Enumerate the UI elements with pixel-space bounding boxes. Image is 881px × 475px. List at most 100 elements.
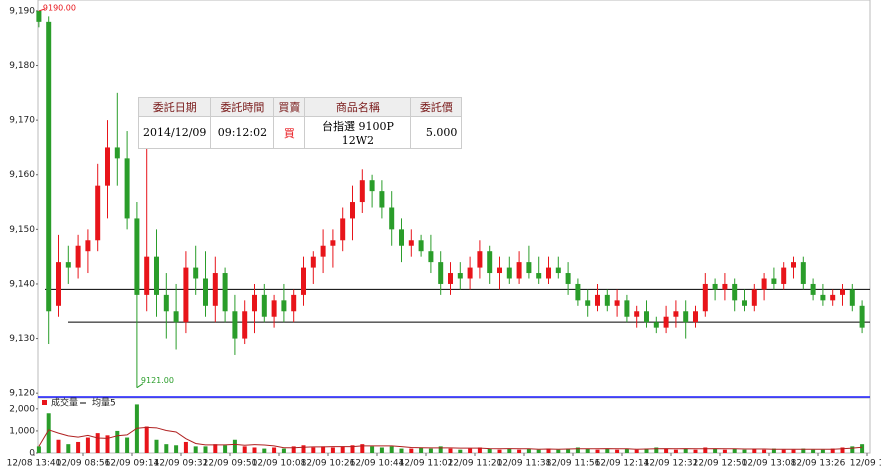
candle-body	[320, 245, 326, 257]
price-panel	[37, 0, 871, 398]
candle-body	[653, 322, 659, 328]
candle-body	[673, 311, 679, 317]
candle-body	[624, 300, 630, 317]
x-tick-label: 12/09 1	[850, 459, 881, 469]
candle-body	[144, 256, 150, 295]
volume-bar	[732, 448, 737, 453]
y-tick-label: 9,170	[9, 116, 35, 126]
volume-bar	[56, 439, 61, 453]
volume-bar	[517, 449, 522, 453]
candle-body	[330, 240, 336, 246]
volume-bar	[713, 448, 718, 453]
volume-bar	[174, 445, 179, 453]
x-tick-label: 12/08 13:40	[7, 459, 62, 469]
candle-body	[663, 316, 669, 328]
candle-body	[154, 256, 159, 295]
volume-bar	[183, 441, 188, 453]
volume-bar	[605, 448, 610, 453]
x-tick-label: 12/09 11:02	[399, 459, 454, 469]
volume-bar	[125, 437, 130, 453]
candle-body	[702, 283, 708, 312]
volume-bar	[801, 448, 806, 453]
candle-body	[614, 300, 620, 306]
y-tick-label: 9,190	[9, 6, 35, 16]
volume-bar	[379, 447, 384, 453]
candle-body	[771, 278, 777, 284]
candle-body	[95, 185, 101, 241]
y-tick-label: 2,000	[9, 404, 35, 414]
candle-body	[36, 10, 42, 22]
volume-bar	[722, 449, 727, 453]
volume-bar	[85, 437, 90, 453]
y-tick-label: 1,000	[9, 426, 35, 436]
cell: 台指選 9100P 12W2	[304, 116, 412, 149]
candle-body	[791, 262, 796, 268]
legend-label: 均量5	[92, 397, 116, 409]
volume-bar	[693, 449, 698, 453]
candle-body	[408, 240, 414, 246]
volume-bar	[115, 430, 120, 453]
volume-bar	[781, 449, 786, 453]
y-tick-label: 9,120	[9, 389, 35, 399]
volume-bar	[272, 447, 277, 453]
candle-body	[134, 218, 140, 295]
candle-body	[732, 283, 738, 301]
volume-bar	[95, 433, 100, 453]
candle-body	[114, 147, 120, 159]
x-tick-label: 12/09 13:26	[791, 459, 846, 469]
candle-body	[712, 283, 718, 290]
volume-bar	[850, 446, 855, 453]
volume-bar	[46, 413, 51, 453]
column-header: 委託價	[410, 97, 463, 117]
volume-bar	[321, 446, 326, 453]
volume-bar	[399, 448, 404, 453]
volume-ma-line	[38, 426, 863, 450]
volume-bar	[281, 448, 286, 453]
volume-bar	[232, 439, 237, 453]
candle-body	[830, 294, 836, 301]
candle-body	[555, 267, 561, 274]
volume-bar	[536, 449, 541, 453]
candle-body	[800, 262, 806, 284]
volume-bar	[468, 448, 473, 453]
volume-bar	[526, 448, 531, 453]
candle-body	[565, 273, 571, 284]
candle-body	[310, 256, 316, 268]
candle-body	[536, 273, 542, 279]
cell: 買	[273, 116, 306, 149]
volume-bar	[595, 449, 600, 453]
candle-body	[222, 273, 228, 312]
volume-bar	[370, 446, 375, 453]
cell: 09:12:02	[210, 116, 275, 149]
candle-body	[859, 305, 865, 328]
candle-body	[438, 262, 444, 284]
volume-bar	[419, 447, 424, 453]
volume-bar	[340, 446, 345, 453]
volume-bar	[213, 444, 218, 453]
column-header: 委託時間	[210, 97, 275, 117]
candle-body	[820, 294, 826, 301]
volume-bar	[624, 448, 629, 453]
volume-bar	[164, 444, 169, 453]
candle-body	[212, 273, 218, 306]
x-tick-label: 12/09 10:44	[350, 459, 405, 469]
volume-bar	[791, 449, 796, 453]
volume-bar	[556, 449, 561, 453]
candle-body	[193, 267, 199, 279]
volume-bar	[644, 448, 649, 453]
candle-body	[575, 283, 581, 301]
y-tick-label: 0	[29, 449, 35, 459]
candle-body	[281, 300, 287, 312]
volume-bar	[497, 449, 502, 453]
volume-bar	[66, 444, 71, 453]
volume-bar	[389, 446, 394, 453]
column-header: 買賣	[273, 97, 306, 117]
candle-body	[242, 311, 248, 339]
candle-body	[105, 147, 110, 186]
volume-bar	[811, 449, 816, 453]
volume-bar	[301, 445, 306, 453]
candle-body	[781, 267, 787, 284]
candle-body	[261, 294, 267, 317]
